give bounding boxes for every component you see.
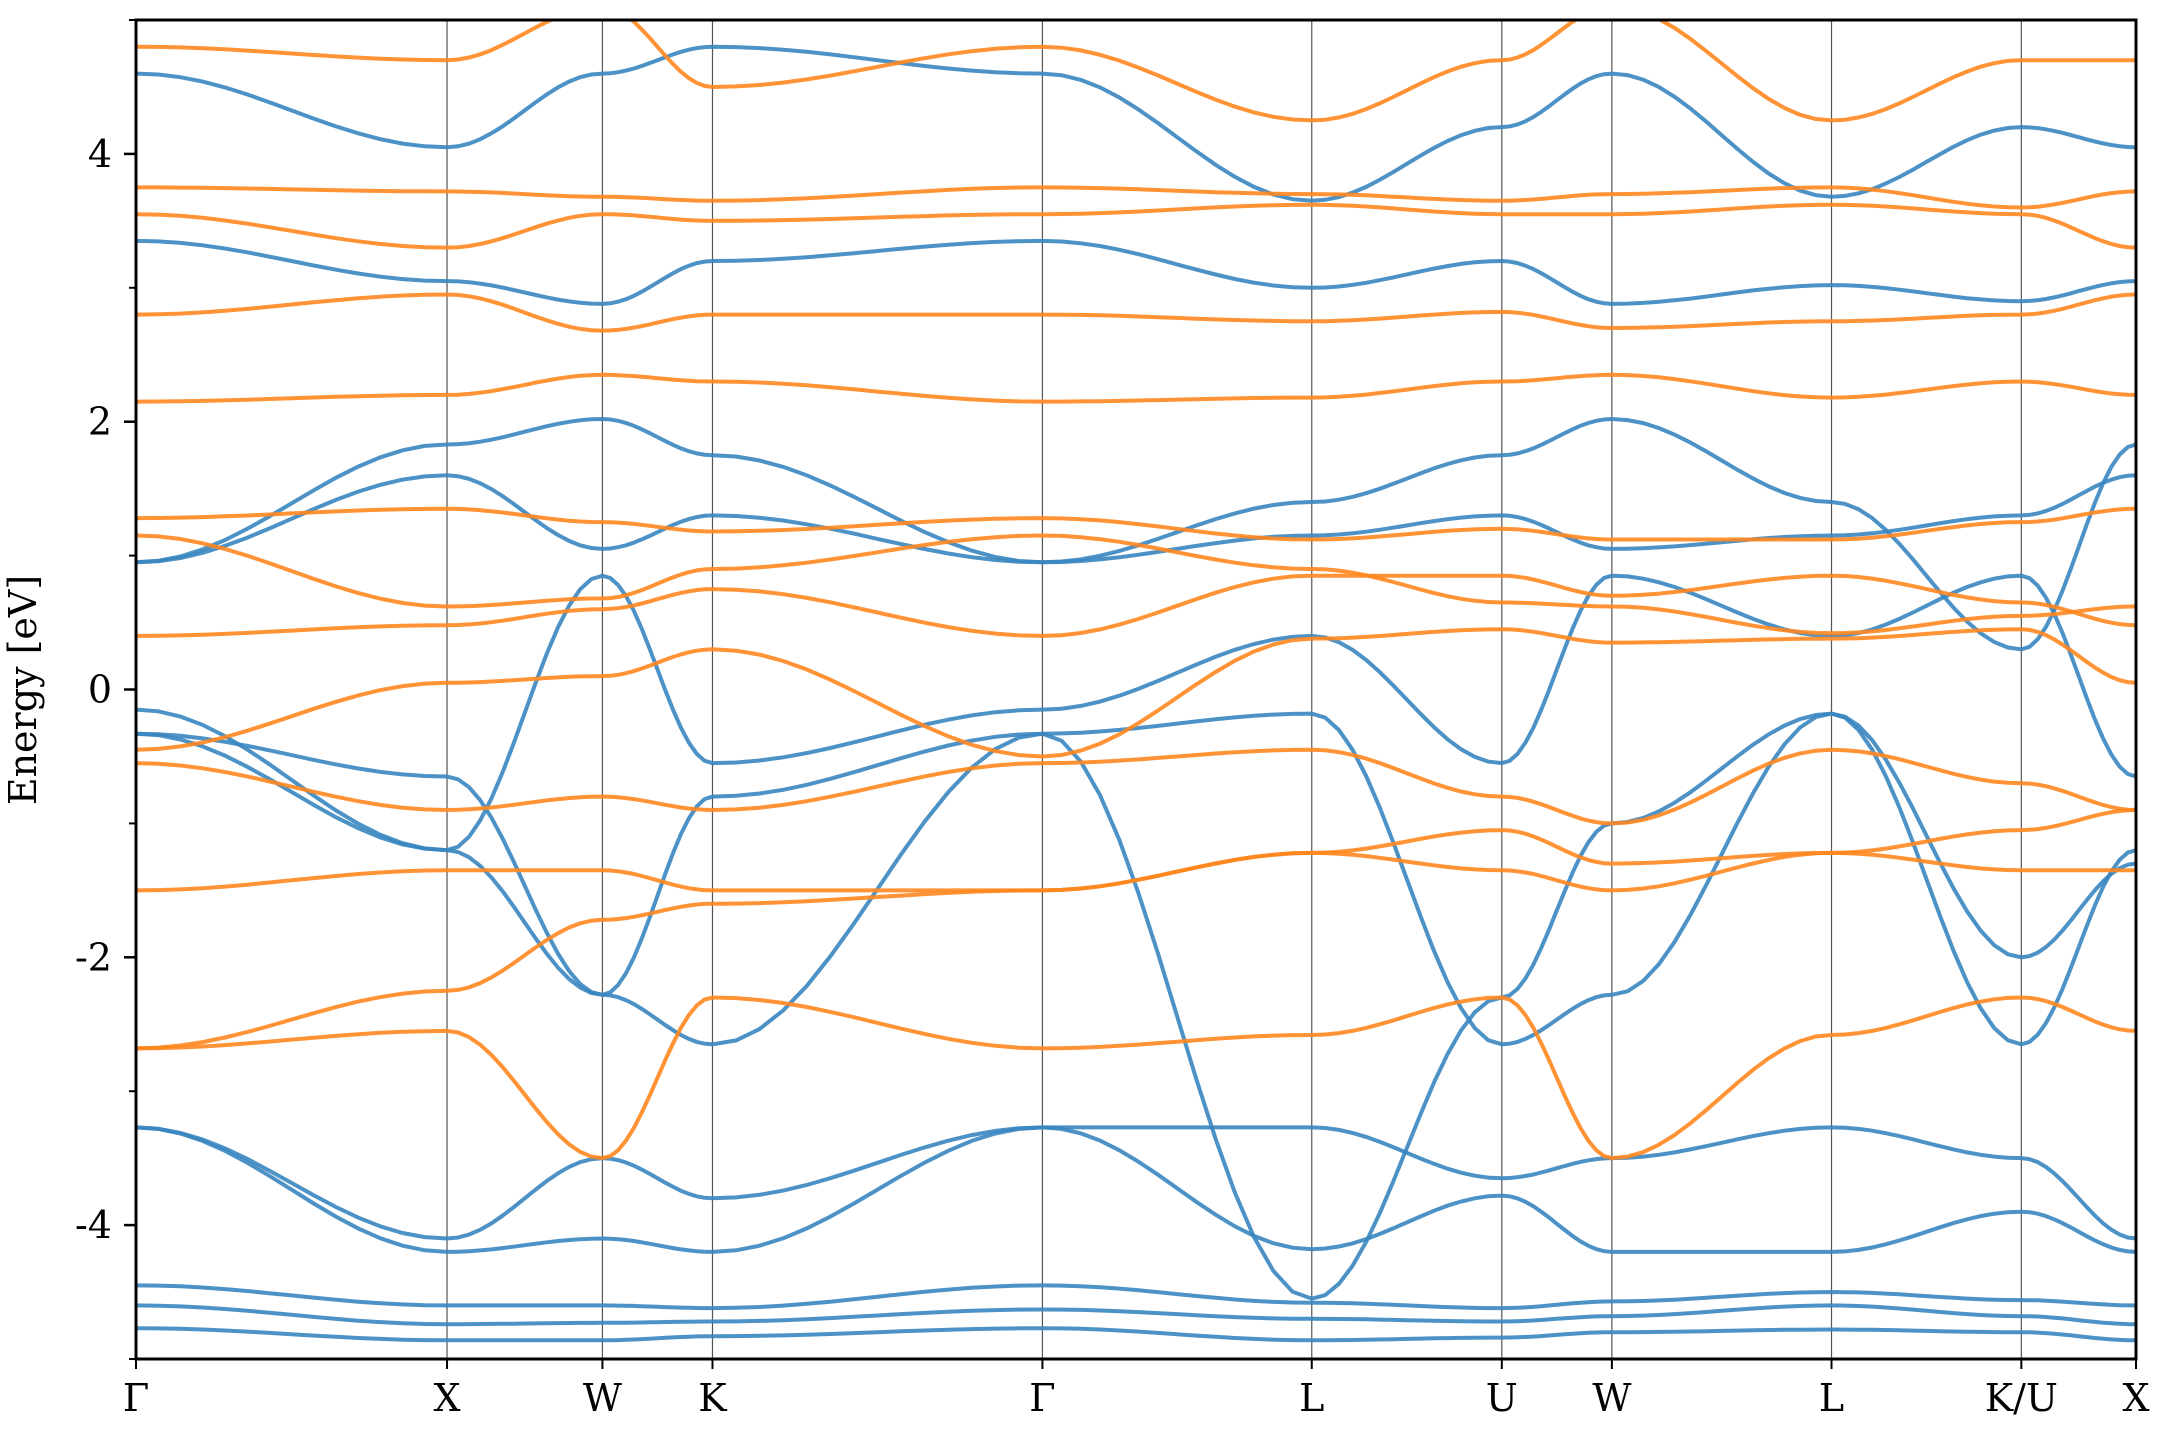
blue-band [136,416,2136,652]
y-tick-label: 2 [88,400,112,444]
blue-band [136,573,2136,853]
x-tick-label: U [1486,1376,1518,1420]
orange-band [136,808,2136,1051]
x-tick-label: L [1299,1376,1324,1420]
blue-band [136,1283,2136,1311]
blue-band [136,1326,2136,1343]
blue-band [136,473,2136,565]
blue-band [136,1125,2136,1254]
orange-band [136,533,2136,636]
y-tick-label: -4 [75,1203,112,1247]
orange-band [136,202,2136,250]
x-tick-label: K/U [1985,1376,2058,1420]
blue-band [136,1125,2136,1241]
y-axis: -4 -2 0 2 4 [75,19,136,1360]
orange-band [136,573,2136,638]
x-tick-label: W [1592,1376,1631,1420]
y-axis-label: Energy [eV] [1,575,45,805]
orange-band [136,850,2136,893]
x-tick-label: L [1819,1376,1844,1420]
x-axis: Γ X W K Γ L U W L K/U X [123,1359,2150,1420]
orange-band [136,747,2136,826]
x-tick-label: Γ [1029,1376,1055,1420]
blue-band [136,238,2136,306]
band-lines [136,20,2136,1343]
y-tick-label: 4 [88,132,112,176]
y-tick-label: 0 [88,668,112,712]
orange-band [136,995,2136,1161]
orange-band [136,627,2136,759]
orange-band [136,185,2136,210]
orange-band [136,20,2136,123]
orange-band [136,292,2136,333]
blue-band [136,711,2136,1301]
x-tick-label: Γ [123,1376,149,1420]
x-tick-label: X [433,1376,460,1420]
x-tick-label: X [2122,1376,2149,1420]
blue-band [136,1303,2136,1327]
y-tick-label: -2 [75,935,112,979]
x-tick-label: W [583,1376,622,1420]
x-tick-label: K [698,1376,727,1420]
orange-band [136,372,2136,404]
k-point-gridlines [446,20,2022,1359]
orange-band [136,506,2136,542]
blue-band [136,44,2136,203]
